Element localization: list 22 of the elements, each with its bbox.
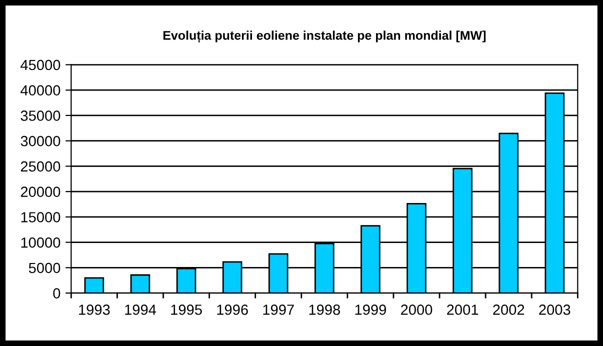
x-tick-label: 1996	[217, 304, 248, 315]
y-tick-label: 45000	[20, 60, 60, 70]
y-tick-label: 15000	[21, 212, 60, 222]
y-tick-label: 0	[53, 288, 60, 298]
y-tick-label: 35000	[20, 110, 60, 121]
y-tick-label: 25000	[20, 161, 60, 172]
chart-title: Evoluția puterii eoliene instalate pe plan mondial [MW]	[163, 30, 486, 43]
y-tick-label: 20000	[20, 186, 60, 197]
x-tick-label: 1995	[171, 304, 202, 315]
x-tick-label: 2001	[447, 304, 478, 315]
x-tick-label: 2002	[493, 304, 524, 315]
x-tick-label: 2000	[401, 304, 432, 315]
x-tick-label: 1997	[263, 304, 294, 315]
y-tick-label: 5000	[28, 262, 60, 274]
x-tick-label: 1998	[309, 304, 340, 315]
x-tick-label: 1993	[79, 304, 110, 315]
y-tick-label: 10000	[21, 237, 60, 248]
y-tick-label: 30000	[20, 136, 60, 146]
x-tick-label: 1999	[355, 304, 386, 315]
y-tick-label: 40000	[20, 85, 60, 96]
x-tick-label: 1994	[125, 304, 156, 315]
x-tick-label: 2003	[539, 304, 570, 315]
